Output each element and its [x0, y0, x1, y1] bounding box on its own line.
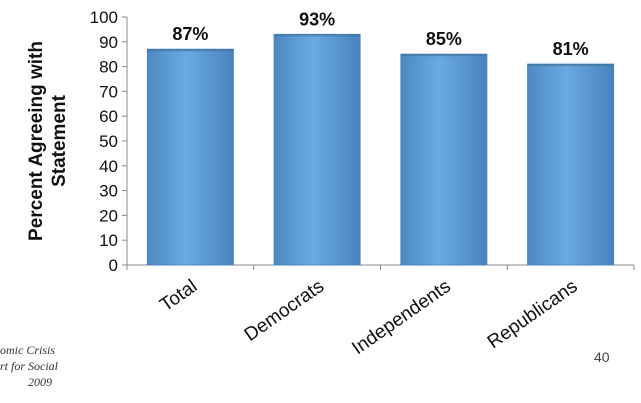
bar-top-edge	[147, 49, 234, 52]
data-label: 81%	[553, 39, 589, 59]
bars	[146, 33, 615, 266]
y-axis-title-text: Percent Agreeing with Statement	[26, 41, 70, 241]
y-tick-label: 40	[99, 157, 118, 176]
y-tick-label: 10	[99, 231, 118, 250]
bar	[527, 63, 615, 266]
y-tick-label: 70	[99, 82, 118, 101]
y-tick-label: 60	[99, 107, 118, 126]
bar-top-edge	[400, 54, 487, 57]
y-tick-label: 50	[99, 132, 118, 151]
bar-top-edge	[527, 64, 614, 67]
y-axis-title-line: Statement	[49, 94, 70, 187]
y-axis-title: Percent Agreeing with Statement	[26, 41, 70, 241]
y-axis: 0 10 20 30 40 50 60 70 80 90 100	[90, 8, 128, 275]
data-labels: 87% 93% 85% 81%	[172, 9, 588, 59]
footnote-line-2: rt for Social	[0, 359, 59, 373]
bar	[400, 53, 488, 266]
bar	[273, 33, 361, 266]
data-label: 93%	[299, 9, 335, 29]
data-label: 85%	[426, 29, 462, 49]
footnote-line-1: omic Crisis	[0, 343, 56, 357]
bar	[146, 48, 234, 266]
page-number: 40	[594, 349, 610, 365]
bar-top-edge	[274, 34, 361, 37]
y-tick-label: 90	[99, 33, 118, 52]
y-axis-title-line: Percent Agreeing with	[26, 41, 47, 241]
y-tick-label: 20	[99, 206, 118, 225]
x-tick-labels: Total Democrats Independents Republicans	[156, 276, 581, 359]
y-tick-label: 0	[109, 256, 118, 275]
data-label: 87%	[172, 24, 208, 44]
x-tick-label: Republicans	[484, 276, 582, 353]
x-tick-label: Independents	[348, 276, 454, 359]
footnote-line-3: 2009	[28, 375, 52, 387]
x-tick-label: Democrats	[241, 276, 328, 346]
x-axis	[126, 264, 635, 270]
y-tick-label: 80	[99, 58, 118, 77]
x-tick-label: Total	[156, 276, 201, 316]
y-tick-label: 100	[90, 8, 118, 27]
y-tick-label: 30	[99, 182, 118, 201]
